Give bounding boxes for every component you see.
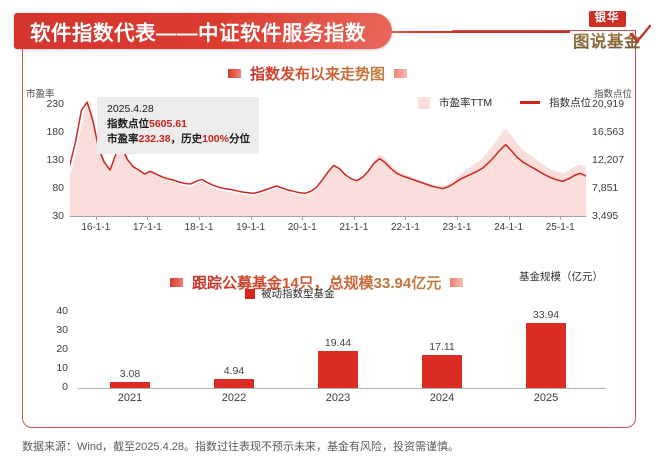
bar-x-axis	[78, 388, 606, 390]
trend-x-label: 24-1-1	[494, 222, 524, 233]
trend-x-label: 21-1-1	[339, 222, 369, 233]
line-chart-left-axis-title: 市盈率	[26, 89, 55, 100]
tooltip-pe-label: 市盈率	[107, 133, 139, 146]
bar-2022[interactable]	[214, 378, 254, 388]
decor-square-left-2-icon	[170, 278, 183, 287]
section-title-trend: 指数发布以来走势图	[250, 63, 385, 84]
left-ytick-3: 80	[52, 182, 64, 194]
bar-value-label: 33.94	[532, 309, 560, 322]
fund-scale-chart: 40 30 20 10 0 3.08 4.94 19.44 17.11 33.94 2021 20…	[26, 300, 632, 418]
legend-area-swatch-icon	[418, 96, 430, 109]
logo-main-text: 图说基金	[564, 28, 650, 52]
trend-chart: 市盈率 指数点位 230 180 130 80 30 20,919 16,563…	[26, 86, 632, 246]
logo-badge-text: 银华	[588, 11, 626, 28]
legend-bar-swatch-icon	[245, 288, 255, 299]
right-ytick-2: 12,207	[592, 154, 625, 166]
bar-value-label: 19.44	[324, 336, 352, 349]
bar-x-label: 2024	[429, 392, 455, 404]
page-title-banner: 软件指数代表——中证软件服务指数	[14, 13, 392, 49]
trend-x-tick	[147, 216, 149, 220]
trend-x-label: 22-1-1	[390, 222, 420, 233]
trend-x-tick	[250, 216, 252, 220]
bar-y-tick: 10	[56, 361, 68, 374]
bar-2024[interactable]	[422, 355, 462, 388]
left-ytick-1: 180	[46, 126, 64, 138]
bar-y-tick: 0	[62, 381, 68, 393]
bar-2025[interactable]	[526, 323, 566, 388]
trend-x-label: 16-1-1	[81, 222, 111, 233]
tooltip-pe-row: 市盈率232.38，历史100%分位	[107, 132, 250, 147]
trend-x-label: 23-1-1	[442, 222, 472, 233]
bar-plot-area: 3.08 4.94 19.44 17.11 33.94	[78, 304, 598, 388]
trend-x-axis	[70, 216, 586, 218]
legend-label-passive-index-fund: 被动指数型基金	[261, 288, 335, 300]
right-ytick-0: 20,919	[592, 98, 625, 110]
section-header-funds: 跟踪公募基金14只，总规模33.94亿元	[170, 272, 464, 293]
bar-2023[interactable]	[318, 350, 358, 388]
decor-square-right-icon	[394, 69, 408, 78]
bar-x-label: 2025	[533, 392, 559, 404]
section-title-funds: 跟踪公募基金14只，总规模33.94亿元	[192, 272, 441, 293]
bar-value-label: 4.94	[223, 364, 245, 377]
trend-x-label: 17-1-1	[132, 222, 162, 233]
tooltip-index-row: 指数点位5605.61	[107, 117, 250, 132]
legend-label-pe: 市盈率TTM	[439, 97, 493, 109]
legend-label-index: 指数点位	[549, 97, 592, 109]
trend-x-tick	[199, 216, 200, 220]
left-ytick-4: 30	[52, 210, 64, 222]
bar-y-tick: 40	[56, 304, 68, 317]
brand-logo: 银华 图说基金	[564, 8, 651, 52]
trend-x-tick	[95, 216, 97, 220]
right-ytick-1: 16,563	[592, 126, 625, 138]
right-ytick-3: 7,851	[592, 182, 619, 194]
tooltip-percentile: 100%	[202, 133, 229, 146]
title-rule	[352, 31, 570, 33]
trend-x-label: 20-1-1	[287, 222, 317, 233]
trend-x-label: 18-1-1	[184, 222, 214, 233]
tooltip-index-value: 5605.61	[149, 118, 187, 131]
bar-chart-legend: 被动指数型基金	[245, 286, 335, 301]
bar-y-tick: 30	[56, 323, 68, 336]
trend-legend: 市盈率TTM 指数点位	[418, 95, 591, 110]
trend-x-label: 25-1-1	[545, 222, 575, 233]
bar-x-label: 2021	[117, 392, 143, 404]
tooltip-pe-value: 232.38	[138, 133, 171, 146]
source-footnote: 数据来源：Wind，截至2025.4.28。指数过往表现不预示未来，基金有风险，…	[22, 441, 459, 453]
trend-x-tick	[457, 216, 458, 220]
fund-scale-label: 基金规模（亿元）	[519, 271, 603, 283]
section-header-trend: 指数发布以来走势图	[228, 63, 408, 84]
page-title: 软件指数代表——中证软件服务指数	[30, 22, 366, 45]
trend-plot-area	[69, 100, 587, 216]
tooltip-percentile-suffix: 分位	[228, 133, 250, 146]
tooltip-index-label: 指数点位	[107, 118, 149, 131]
tooltip-sep: ，历史	[170, 133, 203, 146]
trend-tooltip: 2025.4.28 指数点位5605.61 市盈率232.38，历史100%分位	[97, 97, 259, 154]
bar-2021[interactable]	[110, 382, 150, 388]
trend-x-tick	[560, 216, 562, 220]
legend-line-swatch-icon	[520, 101, 541, 104]
trend-series-svg	[69, 101, 587, 216]
decor-square-right-2-icon	[450, 278, 464, 287]
left-ytick-0: 230	[46, 98, 64, 110]
bar-value-label: 17.11	[429, 341, 455, 354]
left-ytick-2: 130	[46, 154, 64, 166]
trend-x-tick	[353, 216, 355, 220]
decor-square-left-icon	[228, 69, 241, 78]
bar-x-label: 2022	[221, 392, 247, 404]
trend-x-tick	[405, 216, 407, 220]
trend-x-tick	[302, 216, 304, 220]
bar-y-tick: 20	[56, 342, 68, 355]
trend-x-tick	[508, 216, 510, 220]
tooltip-date: 2025.4.28	[107, 103, 154, 115]
trend-x-label: 19-1-1	[236, 222, 266, 233]
right-ytick-4: 3,495	[592, 210, 619, 222]
bar-x-label: 2023	[325, 392, 351, 404]
bar-value-label: 3.08	[119, 368, 141, 381]
line-chart-right-axis-title: 指数点位	[593, 89, 632, 100]
